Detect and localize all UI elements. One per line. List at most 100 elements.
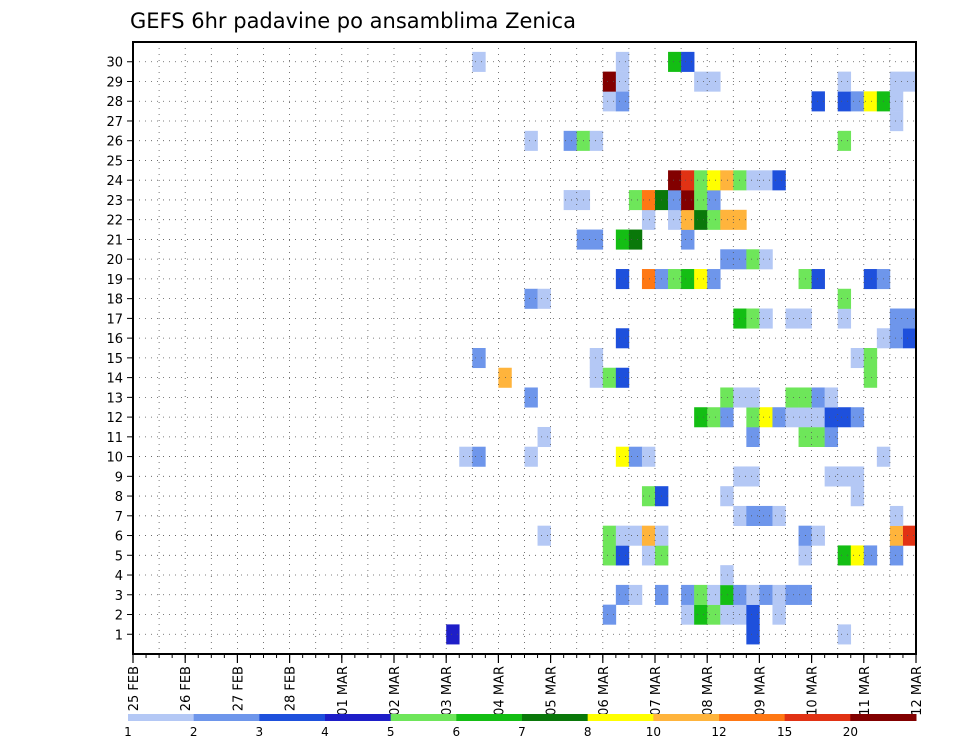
legend-label: 2 <box>190 725 198 739</box>
heatmap-cell <box>889 111 904 132</box>
legend-color-swatch <box>850 714 917 721</box>
heatmap-cell <box>746 308 760 329</box>
y-tick-label: 8 <box>115 490 123 505</box>
heatmap-cell <box>746 426 760 448</box>
y-tick-label: 21 <box>106 233 123 248</box>
heatmap-cell <box>824 407 838 428</box>
legend-label: 6 <box>453 725 461 739</box>
heatmap-cell <box>694 190 708 211</box>
heatmap-cell <box>746 505 760 526</box>
heatmap-cell <box>641 190 656 211</box>
heatmap-cell <box>772 505 786 526</box>
x-tick-label: 08 MAR <box>701 666 716 716</box>
legend-label: 7 <box>518 725 526 739</box>
heatmap-cell <box>837 130 852 151</box>
heatmap-cell <box>681 229 695 250</box>
heatmap-cell <box>641 269 656 290</box>
heatmap-cell <box>824 387 838 408</box>
heatmap-cell <box>811 407 825 428</box>
heatmap-cell <box>615 525 630 546</box>
heatmap-cell <box>668 170 682 191</box>
y-tick-label: 22 <box>106 214 123 229</box>
heatmap-cell <box>720 584 734 605</box>
heatmap-cell <box>837 71 852 92</box>
heatmap-cell <box>759 407 773 428</box>
heatmap-cell <box>615 269 630 290</box>
legend-color-swatch <box>128 714 195 721</box>
legend-color-swatch <box>719 714 786 721</box>
heatmap-cell <box>615 51 630 72</box>
y-tick-label: 6 <box>115 530 123 545</box>
heatmap-cell <box>759 505 773 526</box>
heatmap-cell <box>850 348 865 369</box>
y-tick-label: 4 <box>115 569 123 584</box>
heatmap-cell <box>707 170 721 191</box>
y-axis: 1234567891011121314151617181920212223242… <box>106 56 133 643</box>
y-tick-label: 24 <box>106 174 123 189</box>
heatmap-cells <box>446 51 917 645</box>
x-tick-label: 01 MAR <box>336 666 351 716</box>
heatmap-cell <box>811 525 825 546</box>
chart-title: GEFS 6hr padavine po ansamblima Zenica <box>130 9 576 33</box>
heatmap-cell <box>602 71 617 92</box>
x-tick-label: 27 FEB <box>231 666 246 711</box>
heatmap-cell <box>628 229 643 250</box>
legend-label: 4 <box>321 725 329 739</box>
y-tick-label: 13 <box>106 391 123 406</box>
y-tick-label: 12 <box>106 411 123 426</box>
heatmap-cell <box>707 190 721 211</box>
heatmap-cell <box>472 348 486 369</box>
heatmap-cell <box>589 130 604 151</box>
heatmap-cell <box>563 130 577 151</box>
heatmap-cell <box>863 348 878 369</box>
heatmap-cell <box>746 466 760 487</box>
heatmap-cell <box>785 308 799 329</box>
heatmap-cell <box>746 170 760 191</box>
heatmap-cell <box>863 367 878 388</box>
heatmap-cell <box>707 584 721 605</box>
heatmap-cell <box>772 604 786 625</box>
heatmap-cell <box>681 584 695 605</box>
y-tick-label: 1 <box>115 628 123 643</box>
heatmap-cell <box>668 209 682 230</box>
y-tick-label: 17 <box>106 312 123 327</box>
heatmap-cell <box>772 170 786 191</box>
heatmap-cell <box>837 308 852 329</box>
heatmap-cell <box>681 190 695 211</box>
heatmap-cell <box>785 387 799 408</box>
y-tick-label: 14 <box>106 372 123 387</box>
heatmap-cell <box>720 249 734 270</box>
legend-label: 8 <box>584 725 592 739</box>
heatmap-cell <box>837 407 852 428</box>
heatmap-cell <box>889 545 904 566</box>
heatmap-cell <box>837 466 852 487</box>
heatmap-cell <box>850 545 865 566</box>
heatmap-cell <box>681 51 695 72</box>
heatmap-cell <box>681 269 695 290</box>
heatmap-cell <box>615 71 630 92</box>
heatmap-cell <box>785 407 799 428</box>
heatmap-cell <box>681 170 695 191</box>
legend-label: 3 <box>256 725 264 739</box>
x-tick-label: 03 MAR <box>440 666 455 716</box>
heatmap-cell <box>694 407 708 428</box>
heatmap-cell <box>759 308 773 329</box>
heatmap-cell <box>746 249 760 270</box>
heatmap-cell <box>759 170 773 191</box>
y-tick-label: 28 <box>106 95 123 110</box>
heatmap-cell <box>641 525 656 546</box>
legend-color-swatch <box>653 714 720 721</box>
y-tick-label: 9 <box>115 470 123 485</box>
heatmap-cell <box>759 584 773 605</box>
legend-label: 10 <box>646 725 661 739</box>
heatmap-cell <box>628 525 643 546</box>
heatmap-cell <box>628 446 643 467</box>
colorbar-legend: 1 2 3 4 5 6 7 8 10 12 15 20 <box>124 714 917 739</box>
heatmap-cell <box>628 584 643 605</box>
x-tick-label: 02 MAR <box>388 666 403 716</box>
legend-label: 12 <box>711 725 726 739</box>
heatmap-cell <box>850 486 865 507</box>
heatmap-cell <box>720 170 734 191</box>
x-tick-label: 10 MAR <box>806 666 821 716</box>
heatmap-cell <box>641 486 656 507</box>
